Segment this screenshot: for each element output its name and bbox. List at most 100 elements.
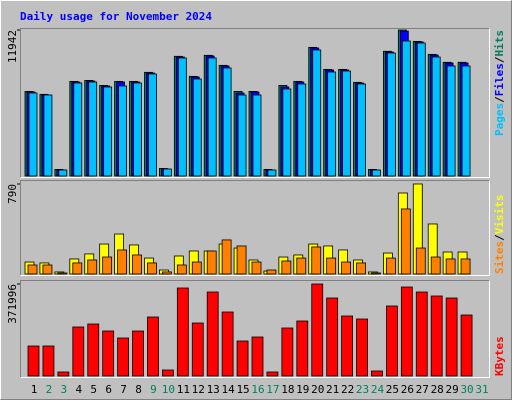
bar — [118, 85, 127, 177]
bar — [102, 256, 113, 275]
bar — [206, 291, 219, 377]
bar — [133, 82, 142, 177]
x-tick-label: 8 — [135, 383, 142, 396]
bar — [371, 272, 381, 275]
bar — [296, 320, 309, 377]
bar — [132, 330, 144, 377]
x-tick-label: 25 — [386, 383, 399, 396]
panel-border-dark — [20, 28, 490, 178]
bar — [415, 247, 426, 275]
bar — [236, 340, 249, 377]
bar — [222, 67, 232, 177]
x-tick-label: 19 — [296, 383, 309, 396]
bar — [400, 286, 413, 377]
bar — [357, 83, 366, 177]
chart-title: Daily usage for November 2024 — [20, 10, 212, 23]
bar — [132, 254, 142, 275]
bar — [356, 318, 368, 377]
bar — [221, 239, 232, 275]
x-tick-label: 23 — [356, 383, 369, 396]
legend-entry: Pages — [493, 103, 506, 136]
legend: Sites/Visits — [493, 195, 506, 275]
bar — [148, 73, 157, 177]
x-tick-label: 7 — [120, 383, 127, 396]
x-tick-label: 9 — [150, 383, 157, 396]
bar — [342, 70, 352, 177]
bar — [430, 256, 441, 275]
bar — [87, 323, 100, 377]
x-tick-label: 20 — [311, 383, 324, 396]
bar — [266, 269, 277, 275]
x-tick-label: 28 — [431, 383, 444, 396]
y-tick-label: 790 — [6, 184, 19, 204]
legend: Pages/Files/Hits — [493, 30, 506, 136]
bar — [27, 345, 40, 377]
bar — [296, 257, 307, 275]
bar — [311, 283, 324, 377]
bar — [206, 250, 217, 275]
bar — [161, 271, 172, 275]
bar — [312, 49, 322, 177]
bar — [356, 262, 366, 275]
bar — [430, 295, 443, 377]
bar — [237, 94, 247, 177]
bar — [385, 305, 398, 377]
bar — [192, 78, 202, 177]
x-tick-label: 16 — [251, 383, 264, 396]
bar — [326, 257, 337, 275]
bar — [372, 169, 381, 177]
x-tick-label: 1 — [31, 383, 38, 396]
y-tick-label: 11942 — [6, 30, 19, 63]
bar — [431, 56, 441, 177]
bar — [386, 52, 396, 177]
bar — [251, 336, 264, 377]
x-tick-label: 18 — [281, 383, 294, 396]
bar — [28, 92, 38, 177]
bar — [42, 345, 55, 377]
x-tick-label: 10 — [162, 383, 175, 396]
x-tick-label: 26 — [401, 383, 414, 396]
bar — [58, 169, 68, 177]
legend-entry: Sites — [493, 241, 506, 274]
bar — [311, 246, 322, 275]
x-tick-label: 6 — [105, 383, 112, 396]
bar — [73, 82, 83, 177]
bar — [147, 316, 159, 377]
x-tick-label: 11 — [177, 383, 190, 396]
legend: KBytes — [493, 336, 506, 376]
bar — [102, 330, 115, 377]
bar — [281, 260, 292, 275]
bar — [87, 259, 98, 275]
bar — [445, 297, 458, 377]
bar — [371, 370, 383, 377]
panel-border-light — [20, 28, 490, 178]
x-tick-label: 27 — [416, 383, 429, 396]
legend-entry: Hits — [493, 30, 506, 57]
bar — [27, 264, 38, 275]
panel-border-dark — [20, 180, 490, 276]
bar — [177, 57, 187, 177]
bar — [207, 57, 217, 177]
x-tick-label: 30 — [460, 383, 473, 396]
bar — [252, 94, 262, 177]
bar — [297, 83, 307, 177]
bar — [72, 326, 85, 377]
x-tick-label: 4 — [75, 383, 82, 396]
bar — [400, 208, 411, 275]
panel-border-light — [20, 180, 490, 276]
bar — [446, 65, 456, 177]
bar — [103, 86, 113, 177]
bar — [88, 81, 98, 177]
bar — [460, 258, 471, 275]
x-tick-label: 3 — [61, 383, 68, 396]
bar — [236, 245, 247, 275]
legend-entry: KBytes — [493, 336, 506, 376]
panel-border-light — [20, 280, 490, 378]
x-tick-label: 13 — [207, 383, 220, 396]
bar — [251, 261, 262, 275]
bar — [57, 272, 68, 275]
x-tick-label: 12 — [192, 383, 205, 396]
bar — [147, 262, 157, 275]
